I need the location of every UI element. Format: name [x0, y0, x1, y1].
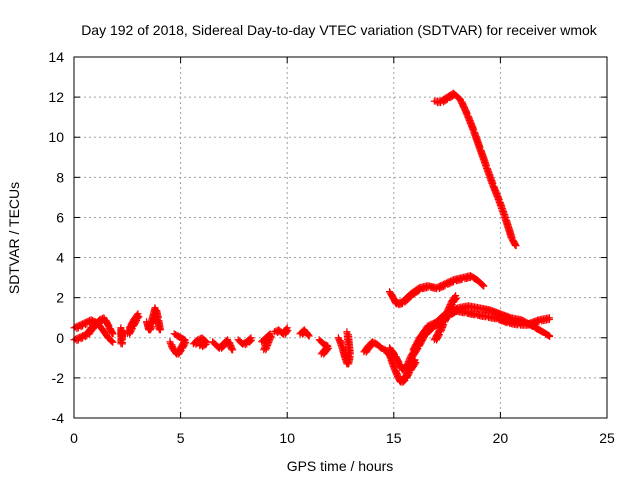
- series-sat-j: [258, 330, 275, 354]
- series-sat-n: [334, 328, 354, 368]
- data-point: [452, 292, 460, 300]
- data-point: [196, 342, 204, 350]
- data-point: [155, 326, 163, 334]
- y-tick-label: 8: [56, 169, 64, 185]
- data-point: [228, 346, 236, 354]
- y-tick-label: 14: [48, 49, 64, 65]
- data-point: [125, 324, 133, 332]
- series-sat-m: [315, 336, 332, 358]
- data-point: [197, 341, 205, 349]
- y-tick-label: -4: [52, 410, 65, 426]
- series-sat-b: [70, 314, 117, 345]
- series-sat-h: [209, 336, 237, 354]
- data-point: [172, 331, 180, 339]
- data-point: [318, 349, 326, 357]
- data-point: [305, 332, 313, 340]
- data-point: [246, 335, 254, 343]
- data-point: [511, 240, 519, 248]
- data-point: [511, 242, 519, 250]
- data-point: [247, 334, 255, 342]
- data-point: [545, 332, 553, 340]
- y-tick-label: 10: [48, 129, 64, 145]
- y-tick-label: -2: [52, 370, 65, 386]
- series-sat-s: [386, 272, 488, 309]
- x-tick-label: 15: [386, 430, 402, 446]
- y-tick-label: 6: [56, 209, 64, 225]
- data-point: [126, 322, 134, 330]
- data-point: [545, 314, 553, 322]
- series-sat-d: [123, 310, 143, 338]
- x-tick-label: 0: [70, 430, 78, 446]
- y-tick-label: 4: [56, 250, 64, 266]
- data-point: [108, 330, 116, 338]
- series-sat-i: [234, 334, 255, 349]
- data-point: [107, 337, 115, 345]
- axis-ticks: -4 -2 0 2 4 6 8 10 12 14 0 5 10 15 20 25: [48, 49, 615, 446]
- data-point: [479, 282, 487, 290]
- x-tick-label: 10: [279, 430, 295, 446]
- y-tick-label: 12: [48, 89, 64, 105]
- data-point: [478, 281, 486, 289]
- series-sat-e: [142, 304, 165, 334]
- data-point: [304, 331, 312, 339]
- series-sat-t: [430, 89, 520, 250]
- plot-frame: [73, 56, 608, 419]
- data-point: [544, 331, 552, 339]
- series-sat-l: [296, 326, 313, 340]
- x-tick-label: 20: [493, 430, 509, 446]
- data-points: [70, 89, 554, 386]
- data-point: [117, 340, 125, 348]
- data-point: [227, 344, 235, 352]
- y-tick-label: 0: [56, 330, 64, 346]
- chart-title: Day 192 of 2018, Sidereal Day-to-day VTE…: [81, 22, 598, 38]
- data-point: [317, 350, 325, 358]
- series-sat-k: [270, 324, 292, 338]
- y-axis-label: SDTVAR / TECUs: [6, 182, 22, 294]
- data-point: [283, 324, 291, 332]
- data-point: [108, 328, 116, 336]
- data-point: [345, 331, 353, 339]
- x-tick-label: 5: [177, 430, 185, 446]
- x-axis-label: GPS time / hours: [287, 458, 394, 474]
- series-sat-r: [430, 292, 460, 344]
- data-point: [170, 330, 178, 338]
- data-point: [451, 293, 459, 301]
- series-sat-c: [117, 324, 126, 348]
- data-point: [282, 325, 290, 333]
- x-tick-label: 25: [599, 430, 615, 446]
- data-point: [260, 346, 268, 354]
- series-sat-g: [189, 334, 211, 350]
- data-point: [343, 328, 351, 336]
- y-tick-label: 2: [56, 290, 64, 306]
- series-sat-f: [166, 330, 190, 358]
- data-point: [108, 338, 116, 346]
